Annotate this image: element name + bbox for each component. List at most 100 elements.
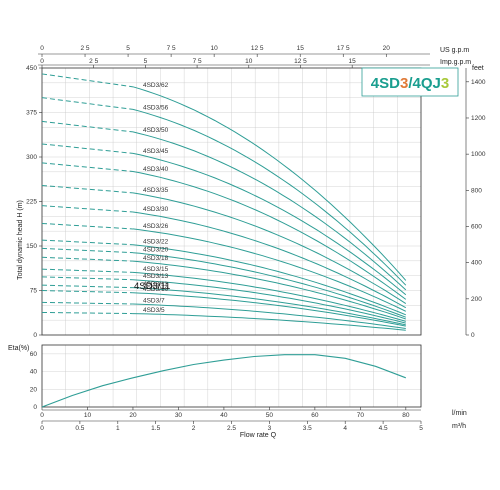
lmin-tick-label: 20 [129, 412, 137, 419]
feet-tick-label: 400 [471, 260, 482, 267]
eta-y-tick-label: 0 [33, 404, 37, 411]
m3h-tick-label: 0.5 [75, 425, 84, 432]
curve-dashed [41, 276, 133, 281]
title-part: 3 [441, 75, 449, 92]
chart-title: 4SD3/4QJ3 [371, 75, 449, 92]
y-tick-label: 75 [30, 288, 38, 295]
curve-label: 4SD3/56 [143, 104, 169, 111]
imp-gpm-tick-label: 10 [245, 58, 253, 65]
curve-label: 4SD3/13 [143, 273, 169, 280]
x-axis-label: Flow rate Q [240, 432, 277, 439]
y-tick-label: 300 [26, 154, 37, 161]
lmin-tick-label: 0 [40, 412, 44, 419]
curve-solid [132, 279, 406, 324]
curve-label: 4SD3/35 [143, 187, 169, 194]
grid [41, 67, 422, 336]
curve-label: 4SD3/50 [143, 127, 169, 134]
eta-y-tick-label: 20 [30, 386, 38, 393]
imp-gpm-tick-label: 0 [40, 58, 44, 65]
curve-label: 4SD3/5 [143, 307, 165, 314]
curve-label: 4SD3/10 [143, 286, 169, 293]
feet-tick-label: 1400 [471, 79, 486, 86]
us-gpm-tick-label: 0 [40, 45, 44, 52]
curve-solid [132, 303, 406, 329]
curve-label: 4SD3/20 [143, 246, 169, 253]
curve-dashed [41, 268, 133, 273]
curve-dashed [41, 162, 134, 172]
eta-frame [41, 344, 422, 408]
y-tick-label: 225 [26, 199, 37, 206]
curve-solid [132, 171, 407, 300]
curve-label: 4SD3/15 [143, 266, 169, 273]
eta-curve [41, 354, 406, 408]
feet-tick-label: 800 [471, 187, 482, 194]
curve-dashed [41, 301, 133, 305]
m3h-tick-label: 4.5 [379, 425, 388, 432]
curve-label: 4SD3/11 [143, 281, 168, 288]
eta-y-tick-label: 60 [30, 351, 38, 358]
model-title-box: 4SD3/4QJ3 [361, 67, 459, 97]
curve-label: 4SD3/45 [143, 148, 169, 155]
us-gpm-tick-label: 7 5 [167, 45, 176, 52]
imp-gpm-tick-label: 2 5 [89, 58, 98, 65]
curve-dashed [41, 247, 133, 254]
m3h-tick-label: 3.5 [303, 425, 312, 432]
feet-tick-label: 1000 [471, 151, 486, 158]
title-part: /4QJ [408, 75, 441, 92]
us-gpm-tick-label: 10 [211, 45, 219, 52]
imp-gpm-tick-label: 12 5 [294, 58, 307, 65]
curve-solid [132, 292, 406, 327]
curve-solid [132, 152, 407, 296]
eta-label: Eta(%) [8, 345, 29, 352]
m3h-tick-label: 5 [419, 425, 423, 432]
y-tick-label: 375 [26, 110, 37, 117]
feet-label: feet [472, 65, 484, 72]
curve-solid [132, 228, 407, 312]
us-gpm-tick-label: 5 [126, 45, 130, 52]
curve-solid [132, 211, 407, 309]
curve-dashed [41, 205, 133, 213]
m3h-tick-label: 0 [40, 425, 44, 432]
curve-solid [132, 108, 407, 286]
lmin-tick-label: 80 [402, 412, 410, 419]
head-curves [41, 73, 407, 331]
curve-label: 4SD3/7 [143, 297, 165, 304]
lmin-tick-label: 50 [266, 412, 274, 419]
lmin-tick-label: 10 [84, 412, 92, 419]
curve-dashed [41, 120, 134, 133]
y-tick-label: 150 [26, 243, 37, 250]
curve-dashed [41, 290, 133, 294]
curve-label: 4SD3/62 [143, 82, 169, 89]
imp-gpm-tick-label: 5 [144, 58, 148, 65]
us-gpm-tick-label: 2 5 [81, 45, 90, 52]
title-part: 4SD [371, 75, 400, 92]
curve-dashed [41, 73, 134, 88]
m3h-tick-label: 2.5 [227, 425, 236, 432]
m3h-tick-label: 2 [192, 425, 196, 432]
curve-label: 4SD3/22 [143, 239, 169, 246]
m3h-tick-label: 4 [343, 425, 347, 432]
curve-solid [132, 271, 406, 322]
curve-solid [132, 131, 407, 291]
imp-gpm-label: Imp.g.p.m [440, 59, 471, 66]
curve-solid [132, 86, 407, 281]
curve-solid [132, 192, 407, 305]
curve-dashed [41, 97, 134, 110]
us-gpm-tick-label: 20 [383, 45, 391, 52]
lmin-tick-label: 70 [357, 412, 365, 419]
curve-dashed [41, 222, 133, 230]
curve-dashed [41, 311, 133, 315]
y-tick-label: 450 [26, 65, 37, 72]
feet-tick-label: 0 [471, 332, 475, 339]
imp-gpm-tick-label: 15 [349, 58, 357, 65]
curve-solid [132, 260, 406, 320]
curve-solid [132, 287, 406, 326]
eta-y-tick-label: 40 [30, 369, 38, 376]
m3h-unit-label: m³/h [452, 423, 466, 430]
m3h-tick-label: 1.5 [151, 425, 160, 432]
curve-label-overlay: 4SD3/11 [134, 281, 170, 292]
us-gpm-tick-label: 15 [297, 45, 305, 52]
curve-label: 4SD3/26 [143, 223, 169, 230]
